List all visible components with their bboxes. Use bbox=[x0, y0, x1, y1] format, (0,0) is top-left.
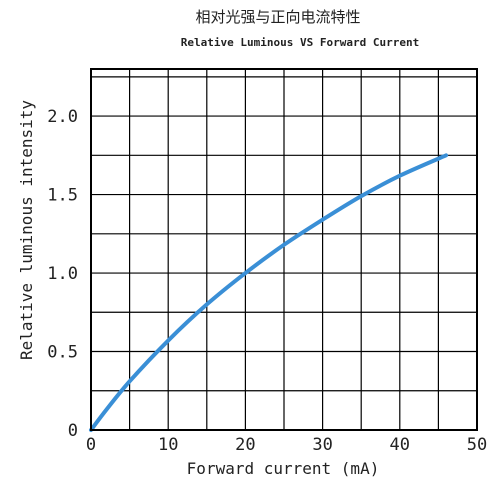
y-tick-label: 1.0 bbox=[47, 264, 78, 284]
y-tick-label: 0 bbox=[68, 421, 78, 441]
y-tick-label: 2.0 bbox=[47, 107, 78, 127]
x-tick-label: 30 bbox=[312, 435, 332, 455]
series-line bbox=[89, 153, 449, 432]
y-tick-label: 0.5 bbox=[47, 343, 78, 363]
x-tick-label: 0 bbox=[86, 435, 96, 455]
series-layer bbox=[89, 153, 449, 432]
tick-labels: 0 10 20 30 40 50 0 0.5 1.0 1.5 2.0 bbox=[47, 107, 487, 455]
chart-title: 相对光强与正向电流特性 bbox=[195, 8, 360, 26]
x-tick-label: 40 bbox=[390, 435, 410, 455]
chart-subtitle: Relative Luminous VS Forward Current bbox=[181, 36, 419, 49]
y-tick-label: 1.5 bbox=[47, 186, 78, 206]
plot-frame bbox=[90, 68, 478, 431]
x-tick-label: 20 bbox=[235, 435, 255, 455]
x-tick-label: 10 bbox=[158, 435, 178, 455]
x-axis-label: Forward current (mA) bbox=[187, 459, 380, 478]
grid bbox=[90, 69, 478, 431]
y-axis-label: Relative luminous intensity bbox=[17, 100, 36, 360]
x-tick-label: 50 bbox=[467, 435, 487, 455]
